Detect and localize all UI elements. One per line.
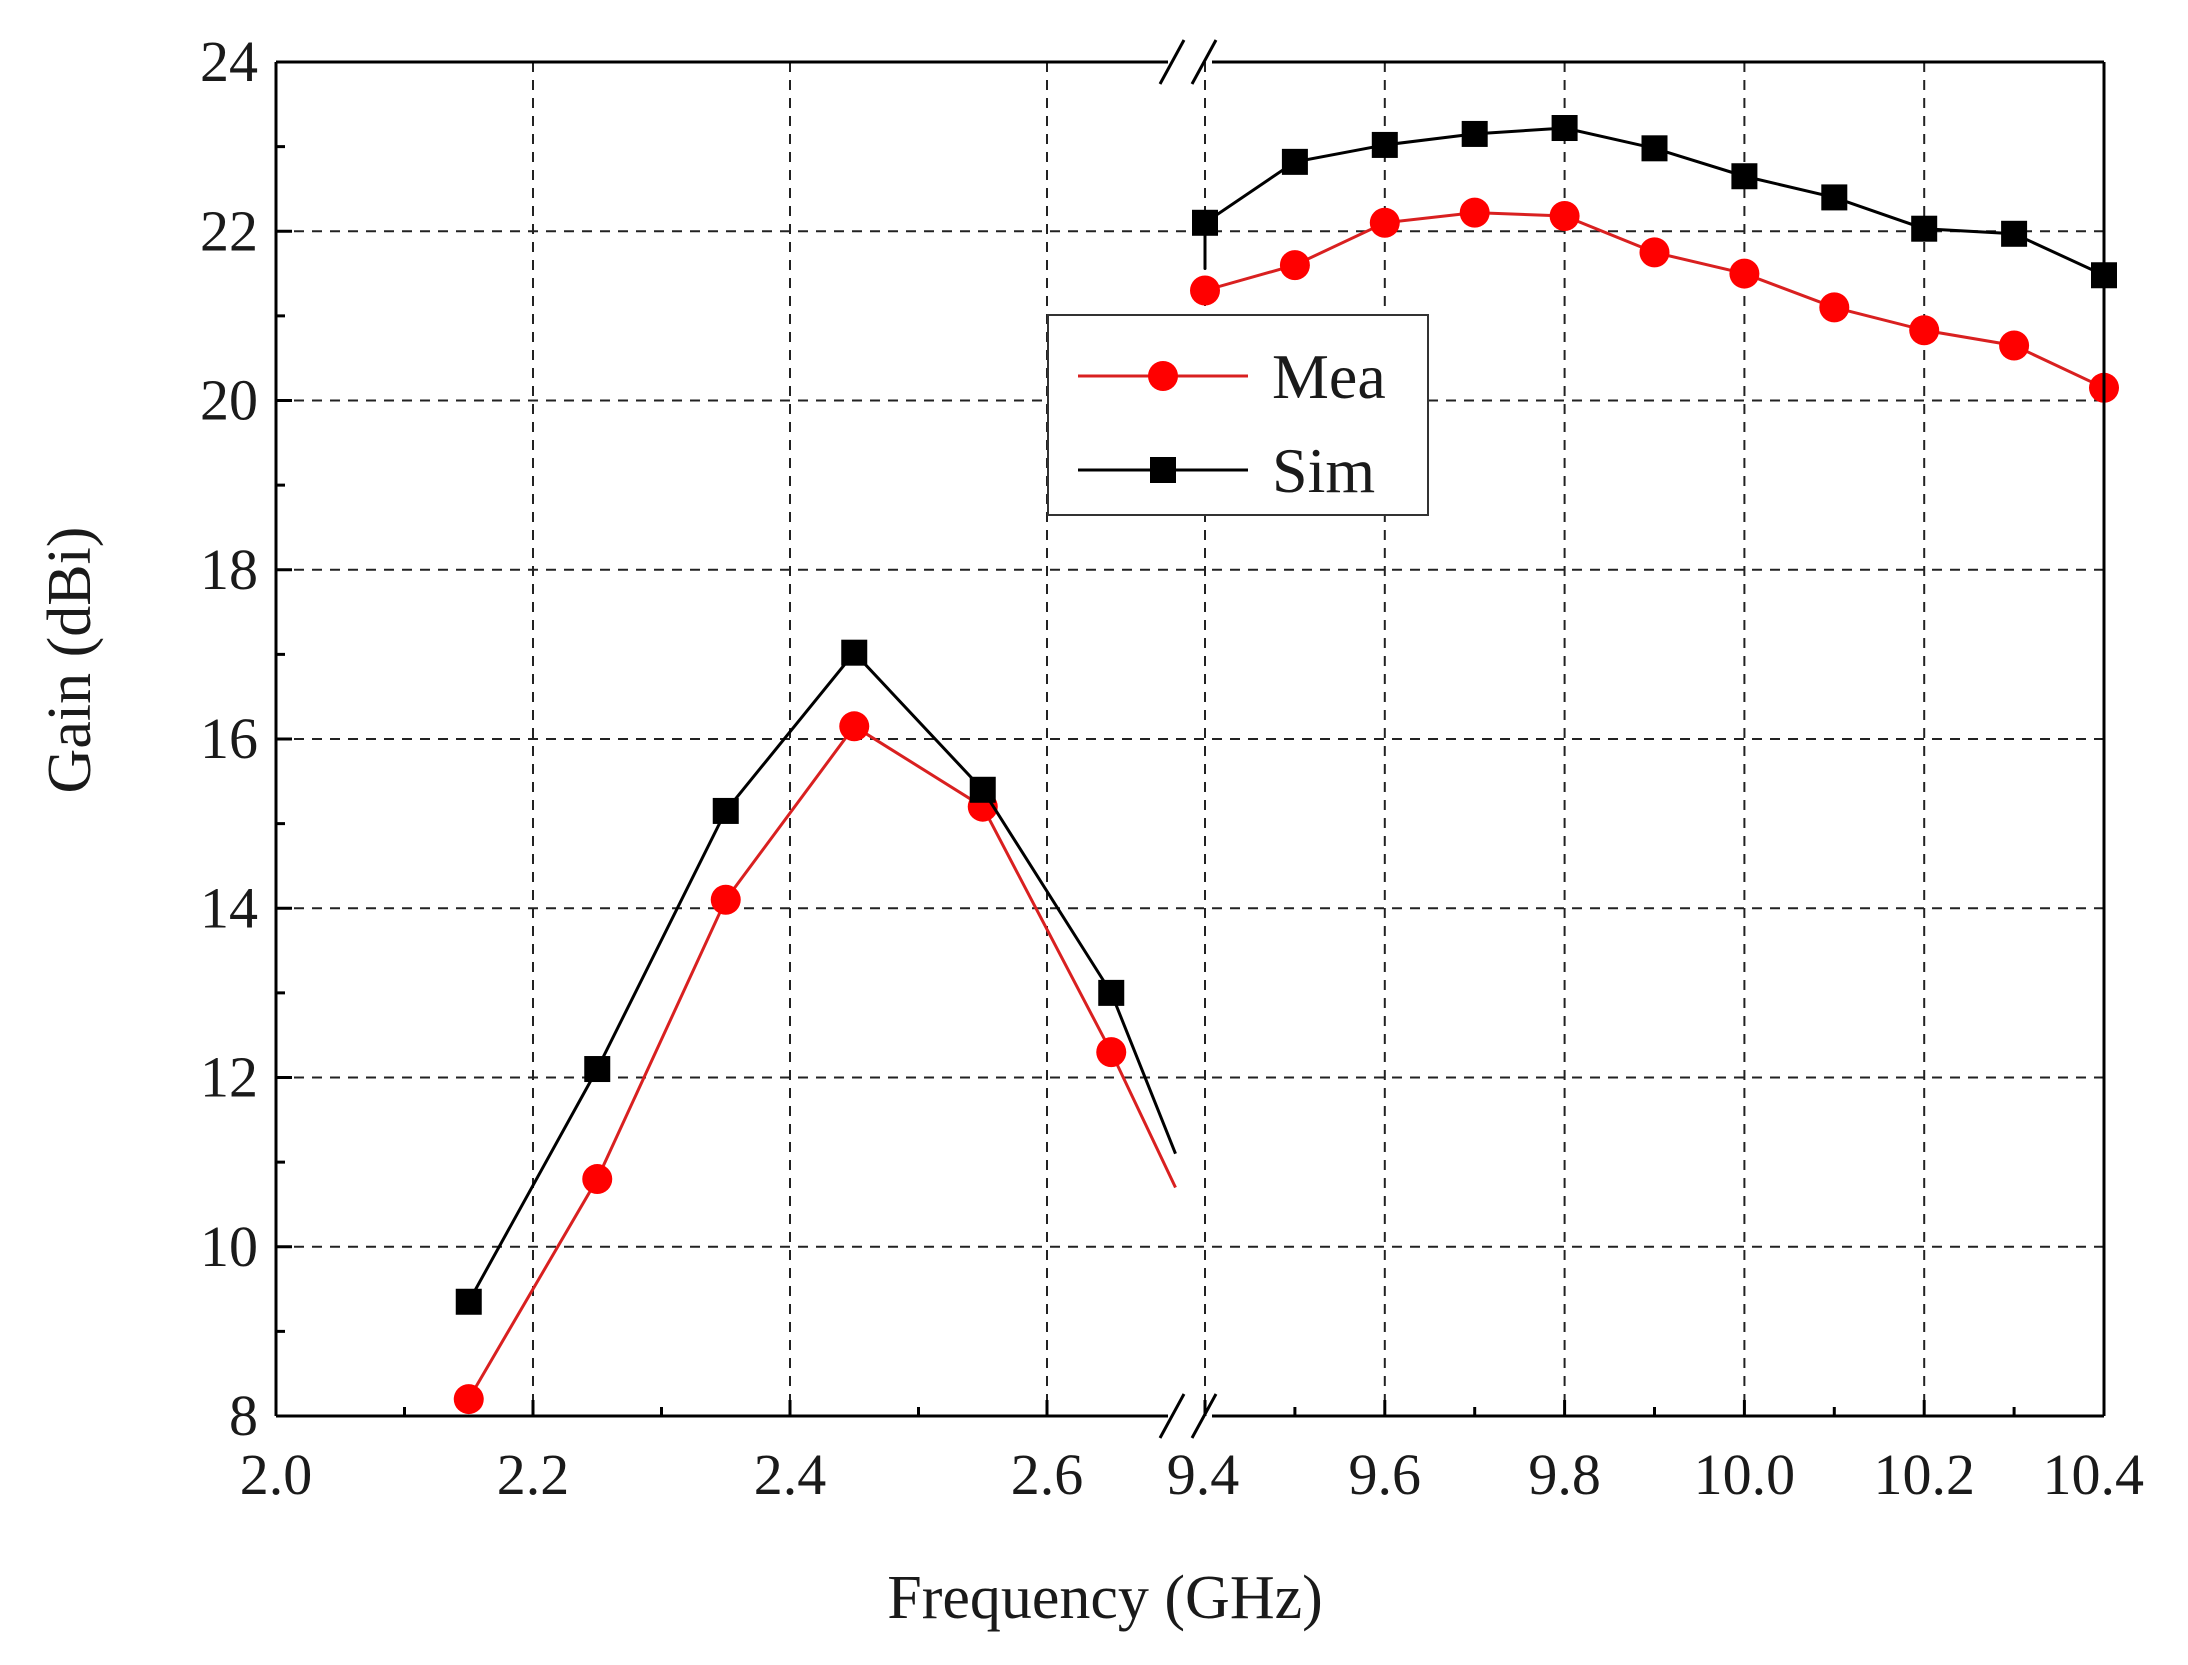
point-sim-2.15 (455, 1288, 482, 1315)
x-tick-label-10.0: 10.0 (1694, 1442, 1796, 1507)
x-tick-label-2.6: 2.6 (1011, 1442, 1084, 1507)
series-sim-high-line (1203, 126, 2105, 277)
y-tick-label-22: 22 (200, 198, 258, 263)
y-axis-title: Gain (dBi) (36, 527, 104, 794)
y-tick-label-12: 12 (200, 1045, 258, 1110)
point-mea-2.25 (582, 1164, 613, 1195)
x-tick-label-9.8: 9.8 (1528, 1442, 1601, 1507)
point-sim-10.1 (1821, 184, 1848, 211)
legend-sim-label: Sim (1272, 435, 1375, 506)
point-mea-2.15 (453, 1384, 484, 1415)
point-sim-2.35 (712, 797, 739, 824)
point-mea-9.5 (1279, 250, 1310, 281)
point-mea-10.3 (1999, 330, 2030, 361)
point-sim-2.25 (584, 1056, 611, 1083)
legend-sim-marker (1150, 457, 1176, 483)
legend-mea-marker (1148, 361, 1178, 391)
x-tick-label-10.2: 10.2 (1873, 1442, 1975, 1507)
x-tick-label-2.2: 2.2 (497, 1442, 570, 1507)
point-mea-2.45 (839, 711, 870, 742)
point-sim-10.2 (1911, 215, 1938, 242)
point-mea-9.7 (1459, 197, 1490, 228)
point-mea-10.2 (1909, 315, 1940, 346)
point-mea-10 (1729, 258, 1760, 289)
point-sim-9.7 (1461, 120, 1488, 147)
point-mea-2.35 (710, 884, 741, 915)
y-tick-label-8: 8 (229, 1383, 258, 1448)
point-sim-2.65 (1098, 979, 1125, 1006)
point-mea-2.65 (1096, 1037, 1127, 1068)
x-tick-label-9.6: 9.6 (1349, 1442, 1422, 1507)
y-tick-label-24: 24 (200, 29, 258, 94)
y-tick-label-14: 14 (200, 875, 258, 940)
legend: Mea Sim (1047, 314, 1429, 516)
x-tick-label-2.4: 2.4 (754, 1442, 827, 1507)
point-sim-9.4 (1192, 209, 1218, 236)
point-sim-9.5 (1281, 148, 1308, 175)
point-sim-2.45 (841, 639, 868, 666)
tick-layer: 8 10 12 14 16 18 20 22 24 2.0 2.2 2.4 2.6 9.4 9.6 9.8 10… (200, 29, 2144, 1507)
point-sim-9.8 (1551, 115, 1578, 142)
y-tick-label-20: 20 (200, 368, 258, 433)
point-sim-10.3 (2001, 220, 2028, 247)
y-tick-label-10: 10 (200, 1214, 258, 1279)
series-layer (453, 115, 2119, 1415)
axis-break-mark-top-2 (1190, 39, 1218, 85)
x-tick-label-10.4: 10.4 (2043, 1442, 2145, 1507)
point-mea-9.8 (1549, 201, 1580, 232)
x-axis-title: Frequency (GHz) (887, 1564, 1323, 1632)
point-mea-9.4 (1190, 275, 1220, 306)
point-sim-2.55 (969, 776, 996, 803)
y-tick-label-16: 16 (200, 706, 258, 771)
label-layer: Frequency (GHz) Gain (dBi) (36, 527, 1323, 1632)
point-mea-9.6 (1369, 207, 1400, 238)
x-tick-label-2.0: 2.0 (240, 1442, 313, 1507)
point-mea-10.1 (1819, 292, 1850, 323)
point-mea-9.9 (1639, 237, 1670, 268)
axis-break-mark-bottom-1 (1158, 1393, 1186, 1439)
point-sim-10 (1731, 163, 1758, 190)
legend-box (1047, 314, 1429, 516)
x-tick-label-9.4: 9.4 (1167, 1442, 1240, 1507)
axis-break-mark-top-1 (1158, 39, 1186, 85)
series-mea-high-line (1203, 211, 2105, 390)
point-sim-9.9 (1641, 135, 1668, 162)
y-tick-label-18: 18 (200, 537, 258, 602)
legend-mea-label: Mea (1272, 341, 1386, 412)
point-sim-9.6 (1371, 131, 1398, 158)
